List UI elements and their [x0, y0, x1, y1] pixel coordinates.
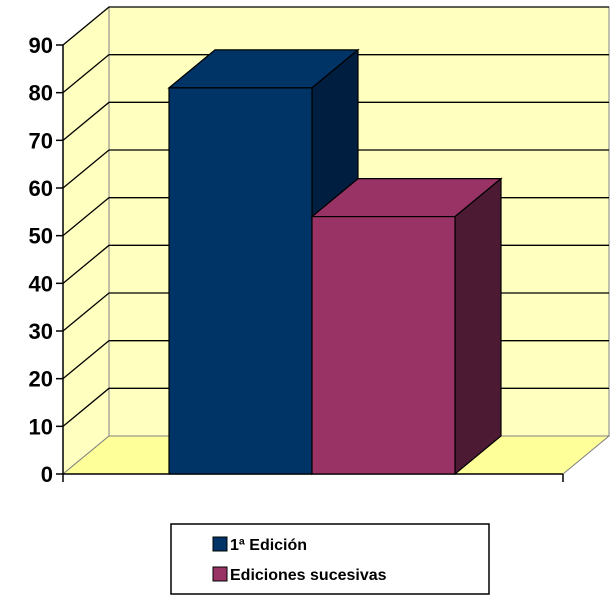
- gridline-90: [62, 6, 609, 46]
- y-tick-label-70: 70: [29, 128, 53, 153]
- bar-2: [310, 177, 503, 476]
- y-tick-label-40: 40: [29, 271, 53, 296]
- y-tick-label-60: 60: [29, 176, 53, 201]
- legend-swatch-1: [212, 536, 228, 552]
- gridline-70: [62, 101, 609, 141]
- legend-label-2: Ediciones sucesivas: [230, 567, 387, 584]
- legend-label-1: 1ª Edición: [230, 537, 307, 554]
- y-tick-label-30: 30: [29, 319, 53, 344]
- side-wall: [62, 5, 110, 476]
- y-tick-label-10: 10: [29, 414, 53, 439]
- bar-front-1: [168, 87, 313, 475]
- y-tick-label-50: 50: [29, 224, 53, 249]
- legend-box: [170, 523, 490, 595]
- y-tick-label-0: 0: [41, 462, 53, 487]
- gridline-80: [62, 54, 609, 94]
- y-tick-label-90: 90: [29, 33, 53, 58]
- y-tick-labels: 0 10 20 30 40 50 60 70 80 90: [29, 33, 53, 487]
- legend: 1ª Edición Ediciones sucesivas: [170, 523, 490, 595]
- bar-front-2: [311, 216, 456, 475]
- gridline-60: [62, 149, 609, 189]
- y-tick-label-20: 20: [29, 367, 53, 392]
- bars: [167, 48, 503, 476]
- bar-side-2: [454, 177, 502, 476]
- y-tick-label-80: 80: [29, 81, 53, 106]
- legend-swatch-2: [212, 566, 228, 582]
